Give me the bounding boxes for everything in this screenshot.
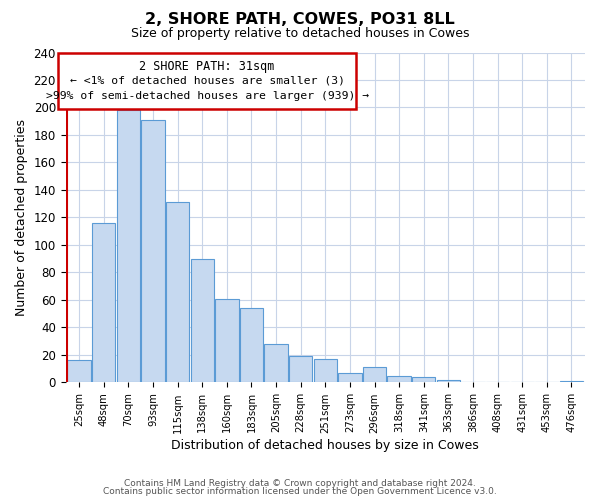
Bar <box>412 377 436 382</box>
Bar <box>191 258 214 382</box>
Bar <box>338 373 362 382</box>
Bar <box>437 380 460 382</box>
Bar <box>67 360 91 382</box>
Text: Contains HM Land Registry data © Crown copyright and database right 2024.: Contains HM Land Registry data © Crown c… <box>124 478 476 488</box>
Text: Size of property relative to detached houses in Cowes: Size of property relative to detached ho… <box>131 28 469 40</box>
Text: >99% of semi-detached houses are larger (939) →: >99% of semi-detached houses are larger … <box>46 91 369 101</box>
Bar <box>388 376 411 382</box>
Y-axis label: Number of detached properties: Number of detached properties <box>15 119 28 316</box>
Bar <box>166 202 190 382</box>
Text: 2, SHORE PATH, COWES, PO31 8LL: 2, SHORE PATH, COWES, PO31 8LL <box>145 12 455 28</box>
Bar <box>240 308 263 382</box>
Bar <box>92 223 115 382</box>
Bar <box>363 368 386 382</box>
Text: ← <1% of detached houses are smaller (3): ← <1% of detached houses are smaller (3) <box>70 76 344 86</box>
Bar <box>142 120 165 382</box>
X-axis label: Distribution of detached houses by size in Cowes: Distribution of detached houses by size … <box>172 440 479 452</box>
Bar <box>265 344 288 383</box>
Text: 2 SHORE PATH: 31sqm: 2 SHORE PATH: 31sqm <box>139 60 275 73</box>
Bar <box>215 298 239 382</box>
Bar <box>314 359 337 382</box>
Bar <box>117 110 140 382</box>
Bar <box>560 381 583 382</box>
Bar <box>289 356 313 382</box>
Text: Contains public sector information licensed under the Open Government Licence v3: Contains public sector information licen… <box>103 488 497 496</box>
FancyBboxPatch shape <box>58 52 356 108</box>
